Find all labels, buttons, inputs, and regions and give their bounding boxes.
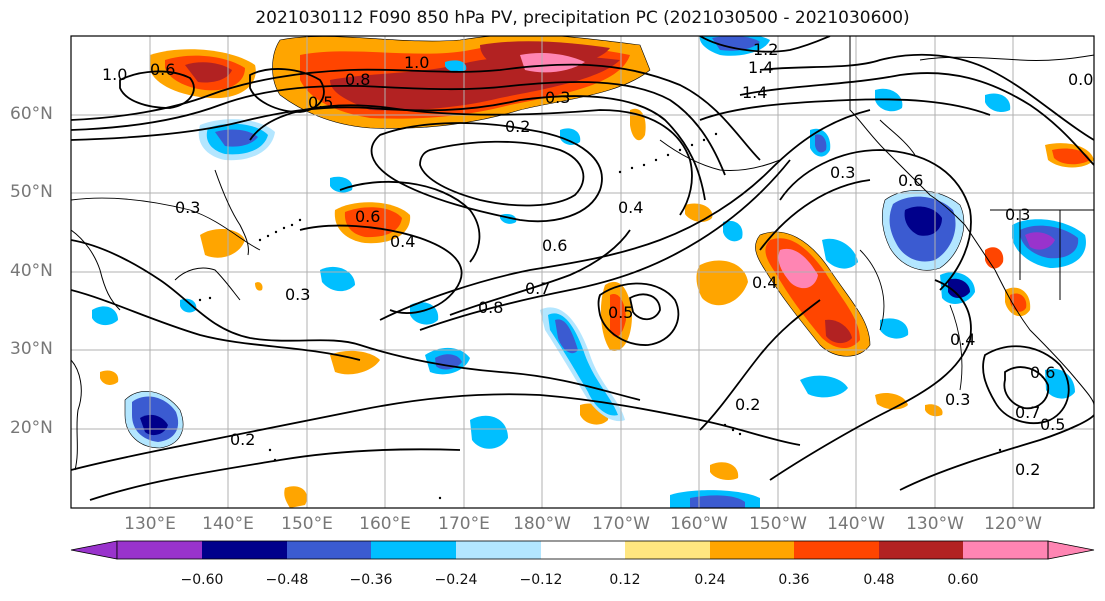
contour-label: 0.5: [1040, 415, 1065, 434]
lat-label: 30°N: [10, 339, 53, 359]
pv-thin-contours: [71, 197, 963, 391]
colorbar-tick-label: −0.60: [180, 572, 224, 588]
lon-label: 150°W: [749, 514, 807, 534]
contour-label: 0.3: [285, 285, 310, 304]
shading-outlines: [124, 36, 965, 449]
lon-label: 150°E: [281, 514, 333, 534]
colorbar-extend-high: [1047, 540, 1095, 560]
contour-label: 1.4: [742, 83, 767, 102]
lon-label: 140°E: [202, 514, 254, 534]
colorbar-segment: [456, 541, 541, 559]
colorbar-segment: [541, 541, 625, 559]
colorbar-tick-label: −0.48: [265, 572, 309, 588]
lon-label: 120°W: [984, 514, 1042, 534]
colorbar-tick-label: 0.24: [694, 572, 726, 588]
colorbar-tick-label: 0.48: [863, 572, 895, 588]
colorbar-segment: [117, 541, 202, 559]
lat-label: 20°N: [10, 418, 53, 438]
colorbar-segment: [625, 541, 710, 559]
precip-positive-anomalies: [100, 36, 1094, 508]
contour-label: 0.0: [1068, 70, 1093, 89]
colorbar-segment: [879, 541, 963, 559]
contour-label: 0.2: [505, 117, 530, 136]
contour-label: 0.4: [390, 232, 415, 251]
colorbar-segment: [371, 541, 456, 559]
island-dots: [198, 132, 1002, 500]
contour-label: 0.6: [355, 207, 380, 226]
contour-label: 0.6: [150, 60, 175, 79]
map-plot-area: 1.0 0.6 1.0 1.2 1.4 0.8 0.5 0.3 0.2 1.4 …: [71, 36, 1094, 508]
colorbar-extend-low: [70, 540, 118, 560]
colorbar: [70, 540, 1095, 560]
lat-label: 60°N: [10, 104, 53, 124]
contour-label: 0.3: [1005, 205, 1030, 224]
contour-label: 0.7: [525, 279, 550, 298]
contour-label: 0.6: [898, 171, 923, 190]
colorbar-tick-label: −0.24: [434, 572, 478, 588]
lon-label: 180°W: [513, 514, 571, 534]
contour-label: 0.2: [230, 430, 255, 449]
colorbar-tick-label: −0.36: [349, 572, 393, 588]
contour-label: 0.4: [950, 330, 975, 349]
contour-label: 0.3: [545, 88, 570, 107]
lon-label: 170°W: [592, 514, 650, 534]
colorbar-segment: [963, 541, 1048, 559]
contour-label: 0.8: [478, 298, 503, 317]
lon-label: 130°E: [124, 514, 176, 534]
colorbar-tick-label: 0.60: [947, 572, 979, 588]
contour-label: 0.7: [1015, 403, 1040, 422]
graticule: [71, 36, 1094, 508]
colorbar-tick-label: −0.12: [519, 572, 563, 588]
lon-label: 170°E: [438, 514, 490, 534]
lat-label: 40°N: [10, 261, 53, 281]
colorbar-segment: [202, 541, 287, 559]
lon-label: 160°W: [670, 514, 728, 534]
contour-label: 1.4: [748, 58, 773, 77]
colorbar-tick-label: 0.12: [609, 572, 641, 588]
contour-label: 0.5: [308, 93, 333, 112]
contour-labels: 1.0 0.6 1.0 1.2 1.4 0.8 0.5 0.3 0.2 1.4 …: [102, 40, 1093, 479]
contour-label: 0.4: [618, 198, 643, 217]
contour-label: 0.6: [542, 236, 567, 255]
colorbar-segment: [794, 541, 879, 559]
figure-title: 2021030112 F090 850 hPa PV, precipitatio…: [255, 8, 910, 28]
map-frame: [70, 35, 1095, 509]
contour-label: 0.2: [735, 395, 760, 414]
contour-label: 1.0: [404, 53, 429, 72]
contour-label: 1.0: [102, 65, 127, 84]
lon-label: 140°W: [827, 514, 885, 534]
contour-label: 0.4: [752, 273, 777, 292]
lon-label: 160°E: [359, 514, 411, 534]
contour-label: 0.6: [1030, 363, 1055, 382]
colorbar-segment: [287, 541, 371, 559]
contour-label: 0.5: [608, 303, 633, 322]
colorbar-segment: [710, 541, 794, 559]
lon-label: 130°W: [906, 514, 964, 534]
contour-label: 0.3: [175, 198, 200, 217]
contour-label: 0.3: [945, 390, 970, 409]
lat-label: 50°N: [10, 182, 53, 202]
colorbar-tick-label: 0.36: [778, 572, 810, 588]
coastlines: [71, 36, 1094, 471]
contour-label: 1.2: [753, 40, 778, 59]
contour-label: 0.3: [830, 163, 855, 182]
colorbar-frame: [116, 540, 1049, 560]
pv-contours: [71, 36, 1094, 501]
contour-label: 0.8: [345, 70, 370, 89]
contour-label: 0.2: [1015, 460, 1040, 479]
